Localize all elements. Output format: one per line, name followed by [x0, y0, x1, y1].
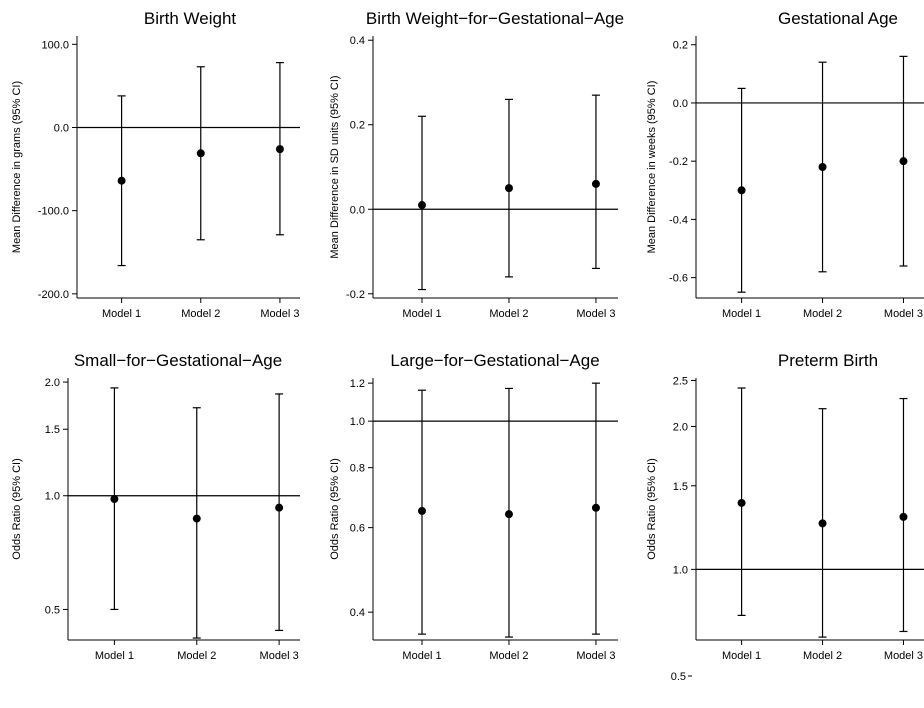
point-estimate	[192, 514, 201, 523]
x-category-label: Model 2	[489, 650, 528, 662]
y-tick-label: 0.0	[54, 122, 69, 134]
y-tick-label: -200.0	[38, 289, 69, 301]
panel-title: Small−for−Gestational−Age	[74, 351, 282, 370]
point-estimate	[899, 512, 908, 521]
panel-title: Birth Weight−for−Gestational−Age	[366, 9, 624, 28]
y-tick-label: 2.0	[673, 421, 688, 433]
x-category-label: Model 2	[181, 308, 220, 320]
y-tick-label: 0.6	[350, 523, 365, 535]
y-axis-label: Odds Ratio (95% CI)	[11, 458, 23, 559]
y-tick-label: 0.4	[350, 607, 365, 619]
x-category-label: Model 3	[576, 650, 615, 662]
x-category-label: Model 2	[489, 308, 528, 320]
x-category-label: Model 1	[402, 308, 441, 320]
y-tick-label: 0.0	[350, 204, 365, 216]
y-tick-label: 1.0	[350, 416, 365, 428]
point-estimate	[196, 149, 205, 158]
y-tick-label: -100.0	[38, 206, 69, 218]
x-category-label: Model 1	[722, 650, 761, 662]
y-tick-label: 1.0	[45, 491, 60, 503]
point-estimate	[504, 184, 513, 193]
panel-title: Large−for−Gestational−Age	[390, 351, 599, 370]
x-category-label: Model 1	[402, 650, 441, 662]
point-estimate	[275, 503, 284, 512]
x-category-label: Model 2	[803, 650, 842, 662]
point-estimate	[591, 179, 600, 188]
point-estimate	[504, 510, 513, 519]
y-tick-label: 0.2	[350, 120, 365, 132]
x-category-label: Model 2	[803, 308, 842, 320]
y-tick-label: 0.2	[673, 40, 688, 52]
x-category-label: Model 3	[576, 308, 615, 320]
point-estimate	[117, 176, 126, 185]
x-category-label: Model 1	[102, 308, 141, 320]
point-estimate	[737, 498, 746, 507]
point-estimate	[818, 163, 827, 171]
x-category-label: Model 3	[884, 650, 923, 662]
point-estimate	[818, 519, 827, 528]
y-axis-label: Odds Ratio (95% CI)	[646, 458, 658, 559]
y-axis-label: Odds Ratio (95% CI)	[329, 458, 341, 559]
y-tick-label: 0.0	[673, 98, 688, 110]
x-category-label: Model 1	[95, 650, 134, 662]
y-axis-label: Mean Difference in weeks (95% CI)	[646, 81, 658, 254]
point-estimate	[418, 506, 426, 515]
point-estimate	[899, 157, 908, 166]
y-tick-label: 2.5	[673, 375, 688, 387]
y-axis-label: Mean Difference in SD units (95% CI)	[329, 75, 341, 258]
y-tick-label: 0.8	[350, 463, 365, 475]
panel-title: Preterm Birth	[778, 351, 878, 370]
x-category-label: Model 3	[260, 650, 299, 662]
point-estimate	[110, 495, 119, 504]
point-estimate	[737, 186, 746, 195]
point-estimate	[275, 145, 284, 154]
x-category-label: Model 1	[722, 308, 761, 320]
y-tick-label: -0.6	[669, 273, 688, 285]
y-tick-label: 2.0	[45, 377, 60, 389]
y-tick-label: 1.0	[673, 564, 688, 576]
y-tick-label: 1.2	[350, 378, 365, 390]
x-category-label: Model 3	[884, 308, 923, 320]
y-tick-label: 0.5	[671, 671, 686, 683]
point-estimate	[591, 503, 600, 512]
panel-title: Gestational Age	[778, 9, 898, 28]
y-tick-label: 1.5	[45, 424, 60, 436]
y-tick-label: -0.2	[669, 156, 688, 168]
x-category-label: Model 3	[260, 308, 299, 320]
y-tick-label: 1.5	[673, 481, 688, 493]
y-tick-label: -0.2	[346, 289, 365, 301]
y-tick-label: -0.4	[669, 214, 688, 226]
y-tick-label: 100.0	[41, 39, 69, 51]
x-category-label: Model 2	[177, 650, 216, 662]
panel-title: Birth Weight	[144, 9, 237, 28]
y-tick-label: 0.4	[350, 35, 365, 47]
y-axis-label: Mean Difference in grams (95% CI)	[11, 81, 23, 253]
point-estimate	[418, 201, 426, 210]
y-tick-label: 0.5	[45, 604, 60, 616]
